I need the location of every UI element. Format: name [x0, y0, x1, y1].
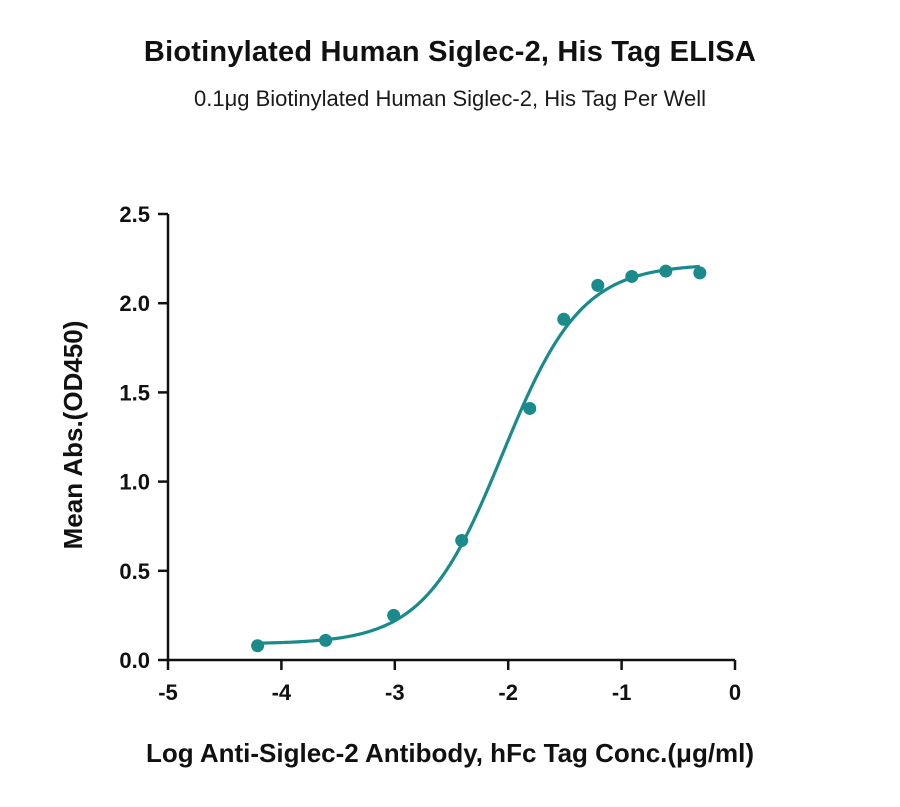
- y-tick-label: 2.0: [119, 291, 150, 316]
- x-tick-label: -4: [272, 680, 292, 705]
- y-tick-label: 1.0: [119, 470, 150, 495]
- y-tick-label: 0.0: [119, 648, 150, 673]
- x-tick-label: -5: [158, 680, 178, 705]
- data-point: [625, 269, 639, 283]
- data-point: [523, 401, 537, 415]
- data-point: [591, 278, 605, 292]
- data-point: [387, 608, 401, 622]
- chart-title: Biotinylated Human Siglec-2, His Tag ELI…: [143, 36, 757, 68]
- fit-curve-layer: [257, 264, 700, 645]
- data-point: [455, 533, 469, 547]
- x-axis-label: Log Anti-Siglec-2 Antibody, hFc Tag Conc…: [146, 738, 754, 768]
- x-tick-label: -3: [385, 680, 405, 705]
- data-point: [659, 264, 673, 278]
- x-tick-label: -1: [612, 680, 632, 705]
- data-point: [693, 266, 707, 280]
- fit-curve: [257, 264, 700, 645]
- y-tick-label: 1.5: [119, 380, 150, 405]
- y-tick-label: 0.5: [119, 559, 150, 584]
- x-tick-label: 0: [729, 680, 741, 705]
- y-axis-label: Mean Abs.(OD450): [58, 321, 88, 550]
- data-point: [557, 312, 571, 326]
- y-tick-label: 2.5: [119, 202, 150, 227]
- data-point: [319, 633, 333, 647]
- chart-subtitle: 0.1μg Biotinylated Human Siglec-2, His T…: [194, 86, 706, 111]
- x-tick-label: -2: [498, 680, 518, 705]
- data-point: [251, 639, 265, 653]
- axes: -5 -4 -3 -2 -1 0 0.0 0.5 1.0 1.5 2.0 2.5: [119, 202, 741, 705]
- data-points-layer: [251, 264, 707, 653]
